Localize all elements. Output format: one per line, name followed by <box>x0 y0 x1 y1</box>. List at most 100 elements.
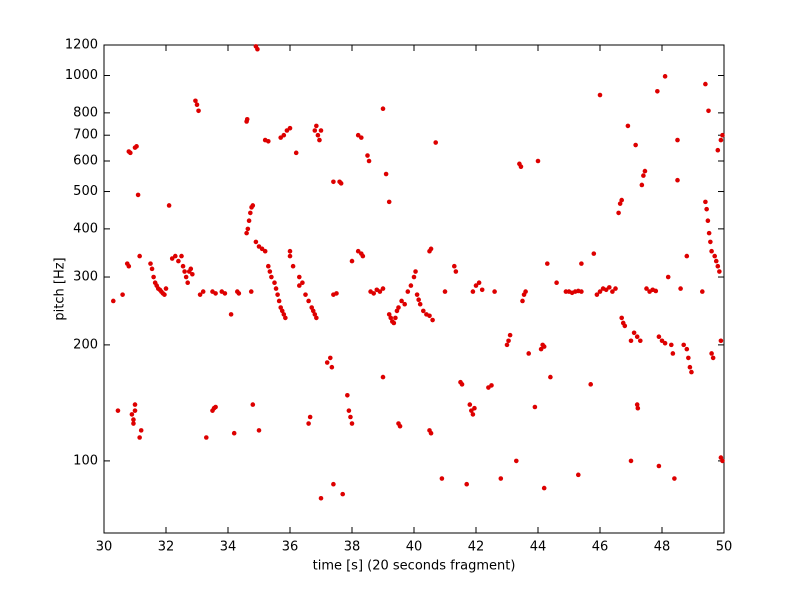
x-tick-label: 42 <box>468 540 485 555</box>
point <box>603 287 609 293</box>
point <box>656 463 662 469</box>
point <box>269 274 274 280</box>
point <box>297 283 302 288</box>
point <box>169 256 175 261</box>
x-tick-label: 30 <box>96 540 113 555</box>
point <box>306 421 311 426</box>
point <box>706 230 712 236</box>
point <box>706 108 711 114</box>
point <box>276 298 282 304</box>
point <box>386 312 392 317</box>
point <box>132 402 138 407</box>
point <box>442 289 448 294</box>
point <box>331 481 336 487</box>
point <box>380 106 386 112</box>
x-tick-label: 32 <box>158 540 175 555</box>
point <box>380 374 386 380</box>
point <box>613 286 618 291</box>
point <box>641 173 646 178</box>
point <box>405 289 411 294</box>
point <box>579 289 584 294</box>
point <box>134 144 139 149</box>
point <box>617 201 623 206</box>
point <box>255 46 260 52</box>
point <box>334 291 339 296</box>
point <box>287 125 293 131</box>
point <box>452 263 457 269</box>
point <box>470 412 476 417</box>
point <box>312 312 318 317</box>
point <box>306 298 311 304</box>
point <box>704 206 709 212</box>
x-tick-label: 40 <box>406 540 423 555</box>
point <box>411 274 417 280</box>
point <box>720 132 725 138</box>
point <box>314 123 319 129</box>
point <box>669 342 674 348</box>
point <box>194 102 200 107</box>
point <box>473 283 479 288</box>
point <box>616 210 621 216</box>
point <box>705 218 711 224</box>
point <box>703 81 708 87</box>
x-tick-label: 50 <box>716 540 733 555</box>
point <box>684 346 690 352</box>
point <box>318 128 324 133</box>
point <box>272 280 277 285</box>
point <box>518 164 524 169</box>
point <box>397 423 403 429</box>
point <box>712 253 717 259</box>
point <box>470 289 476 294</box>
point <box>360 253 366 259</box>
point <box>131 421 136 426</box>
point <box>359 135 364 140</box>
point <box>331 179 336 185</box>
point <box>579 261 584 266</box>
point <box>273 286 279 291</box>
point <box>182 269 187 274</box>
point <box>259 246 265 252</box>
point <box>396 305 401 310</box>
point <box>687 364 693 370</box>
point <box>597 92 603 98</box>
point <box>318 495 324 501</box>
point <box>520 298 525 304</box>
point <box>246 218 252 224</box>
point <box>173 253 178 259</box>
point <box>655 89 660 94</box>
point <box>266 263 271 269</box>
point <box>684 253 690 259</box>
point <box>459 382 465 387</box>
point <box>185 280 190 285</box>
point <box>314 315 319 321</box>
point <box>464 481 470 487</box>
point <box>453 269 459 274</box>
point <box>267 269 273 274</box>
point <box>713 258 719 264</box>
point <box>402 301 408 307</box>
point <box>231 430 237 436</box>
point <box>399 298 404 304</box>
point <box>469 408 474 413</box>
y-tick-label: 1200 <box>65 38 98 53</box>
point <box>120 292 125 297</box>
point <box>700 289 705 294</box>
point <box>193 98 198 104</box>
point <box>312 128 318 133</box>
point <box>634 402 640 407</box>
point <box>365 153 370 158</box>
point <box>634 334 640 340</box>
point <box>523 289 528 294</box>
point <box>498 476 504 481</box>
point <box>388 315 394 321</box>
point <box>538 346 544 352</box>
point <box>428 246 434 252</box>
point <box>427 313 432 319</box>
point <box>324 360 330 365</box>
point <box>262 248 268 254</box>
point <box>628 338 634 344</box>
y-tick-label: 800 <box>73 105 98 120</box>
point <box>111 298 116 304</box>
point <box>662 340 668 346</box>
point <box>183 274 189 280</box>
